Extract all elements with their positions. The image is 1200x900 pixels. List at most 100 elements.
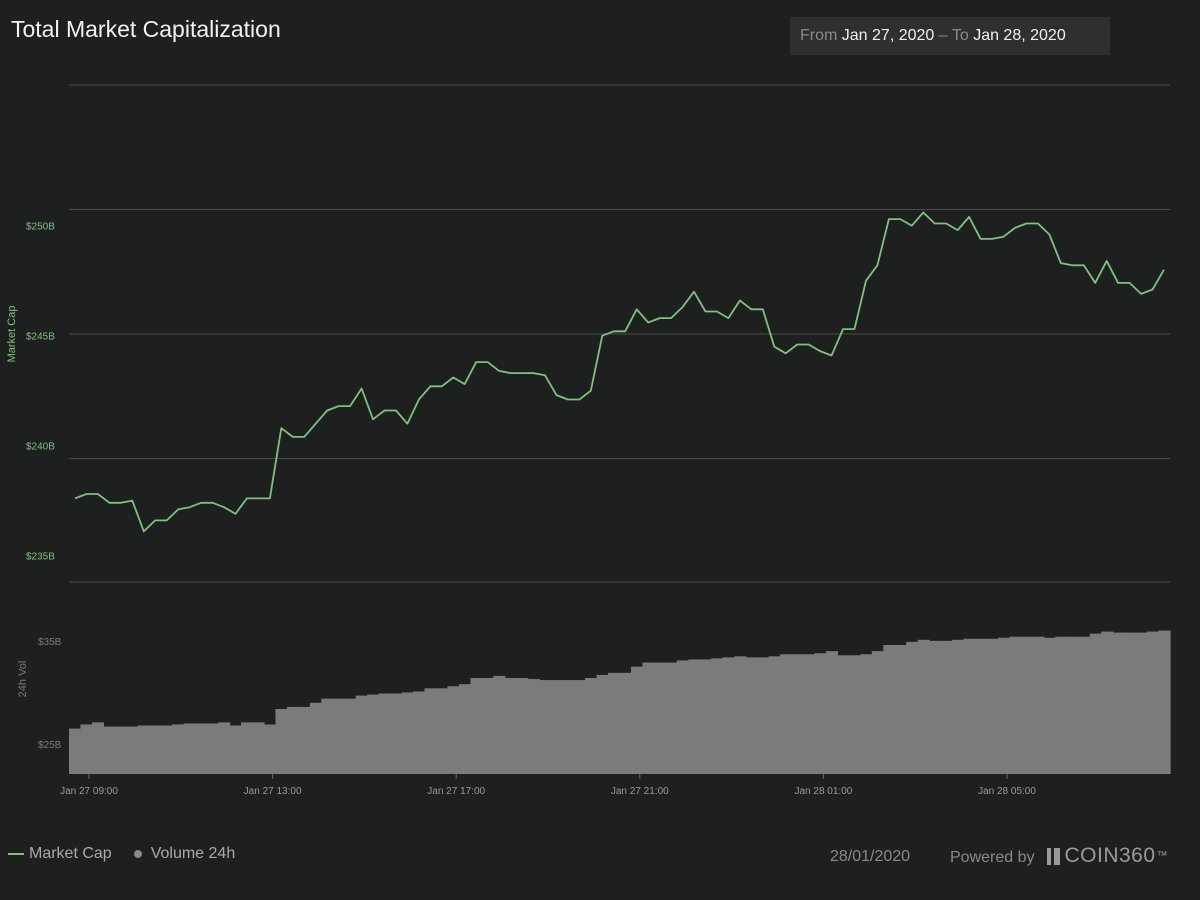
volume-bar — [860, 654, 873, 774]
legend: Market Cap Volume 24h — [8, 845, 235, 863]
volume-bar — [69, 728, 82, 774]
volume-bar — [986, 638, 999, 774]
volume-bar — [504, 678, 517, 774]
volume-bar — [1066, 636, 1079, 774]
volume-bar — [539, 680, 552, 774]
volume-bar — [757, 657, 770, 774]
volume-bar — [172, 724, 185, 774]
volume-bar — [630, 666, 644, 774]
coin360-logo-icon — [1046, 847, 1060, 865]
volume-bar — [367, 694, 380, 774]
y-tick-label: $245B — [26, 332, 55, 343]
volume-bar — [160, 725, 173, 774]
volume-bar — [975, 638, 988, 774]
market-cap-line[interactable] — [74, 211, 1165, 533]
volume-bar — [470, 678, 483, 774]
volume-bar — [952, 639, 965, 774]
volume-bar — [436, 688, 449, 774]
volume-bar — [481, 678, 494, 774]
volume-bar — [413, 691, 426, 774]
volume-bar — [275, 708, 288, 774]
volume-bar — [103, 726, 116, 774]
volume-bar — [183, 723, 196, 774]
volume-bar — [1043, 637, 1056, 774]
volume-bar — [608, 672, 621, 774]
x-tick-label: Jan 27 09:00 — [60, 786, 118, 797]
volume-bar — [1158, 630, 1171, 774]
volume-bar — [91, 722, 105, 774]
volume-bar — [883, 644, 896, 774]
volume-bar — [1078, 636, 1091, 774]
volume-bar — [1009, 636, 1022, 774]
legend-volume[interactable]: Volume 24h — [150, 845, 236, 862]
x-tick-label: Jan 28 01:00 — [794, 786, 852, 797]
volume-bar — [848, 655, 861, 774]
volume-bar — [791, 654, 804, 774]
range-from-value: Jan 27, 2020 — [841, 27, 935, 44]
brand-name: COIN360 — [1064, 844, 1156, 867]
volume-bar — [137, 725, 150, 774]
volume-bar — [355, 695, 368, 774]
volume-bar — [447, 686, 460, 774]
volume-bar — [1020, 636, 1033, 774]
volume-bar — [596, 674, 609, 774]
volume-bar — [917, 639, 930, 774]
volume-bar — [263, 724, 277, 774]
volume-axis-title: 24h Vol — [17, 661, 29, 698]
volume-bar — [298, 706, 311, 774]
volume-bar — [309, 702, 322, 774]
volume-bar — [401, 692, 414, 774]
volume-bar — [573, 680, 586, 774]
y-tick-label: $35B — [38, 637, 62, 648]
volume-bar — [332, 698, 345, 774]
volume-bar — [550, 680, 563, 774]
volume-bar — [734, 656, 747, 774]
volume-bar — [929, 640, 942, 774]
volume-bar — [1147, 631, 1160, 774]
volume-bar — [1135, 632, 1148, 774]
volume-bar — [562, 680, 575, 774]
volume-bar — [711, 658, 724, 774]
volume-bar — [195, 723, 208, 774]
volume-bar — [619, 672, 632, 774]
volume-bar — [344, 698, 357, 774]
volume-bar — [516, 678, 529, 774]
x-axis-labels: Jan 27 09:00 Jan 27 13:00 Jan 27 17:00 Jan … — [60, 774, 1036, 797]
volume-bar — [390, 693, 403, 774]
volume-bar — [252, 722, 265, 774]
range-to-value: Jan 28, 2020 — [973, 27, 1066, 44]
volume-bar — [1124, 632, 1137, 774]
volume-bar — [653, 662, 666, 774]
footer-date: 28/01/2020 — [830, 848, 911, 865]
volume-bar — [780, 654, 793, 774]
volume-bar — [149, 725, 162, 774]
volume-bar — [825, 651, 839, 774]
volume-bar — [1032, 636, 1045, 774]
brand-logo[interactable]: COIN360 ™ — [1046, 844, 1169, 868]
grid-lines — [69, 84, 1170, 583]
date-range-picker[interactable]: From Jan 27, 2020 – To Jan 28, 2020 — [790, 17, 1110, 55]
market-cap-axis-title: Market Cap — [6, 306, 18, 363]
volume-bar — [378, 693, 391, 774]
volume-bars — [69, 630, 1171, 774]
trademark: ™ — [1156, 850, 1169, 862]
volume-bar — [837, 655, 850, 774]
volume-bar — [424, 688, 437, 774]
volume-bar — [493, 675, 506, 774]
legend-market-cap[interactable]: Market Cap — [29, 845, 112, 862]
volume-bar — [1101, 631, 1114, 774]
powered-by: Powered by COIN360 ™ — [950, 844, 1168, 868]
volume-bar — [1055, 636, 1068, 774]
x-tick-label: Jan 27 21:00 — [611, 786, 669, 797]
x-tick-label: Jan 27 13:00 — [244, 786, 302, 797]
volume-bar — [114, 726, 127, 774]
volume-bar — [286, 706, 299, 774]
volume-bar — [126, 726, 139, 774]
x-tick-label: Jan 27 17:00 — [427, 786, 485, 797]
range-separator: – — [938, 27, 948, 44]
volume-bar — [527, 679, 540, 774]
volume-bar — [80, 724, 93, 774]
volume-bar — [768, 656, 781, 774]
volume-bar — [665, 662, 678, 774]
